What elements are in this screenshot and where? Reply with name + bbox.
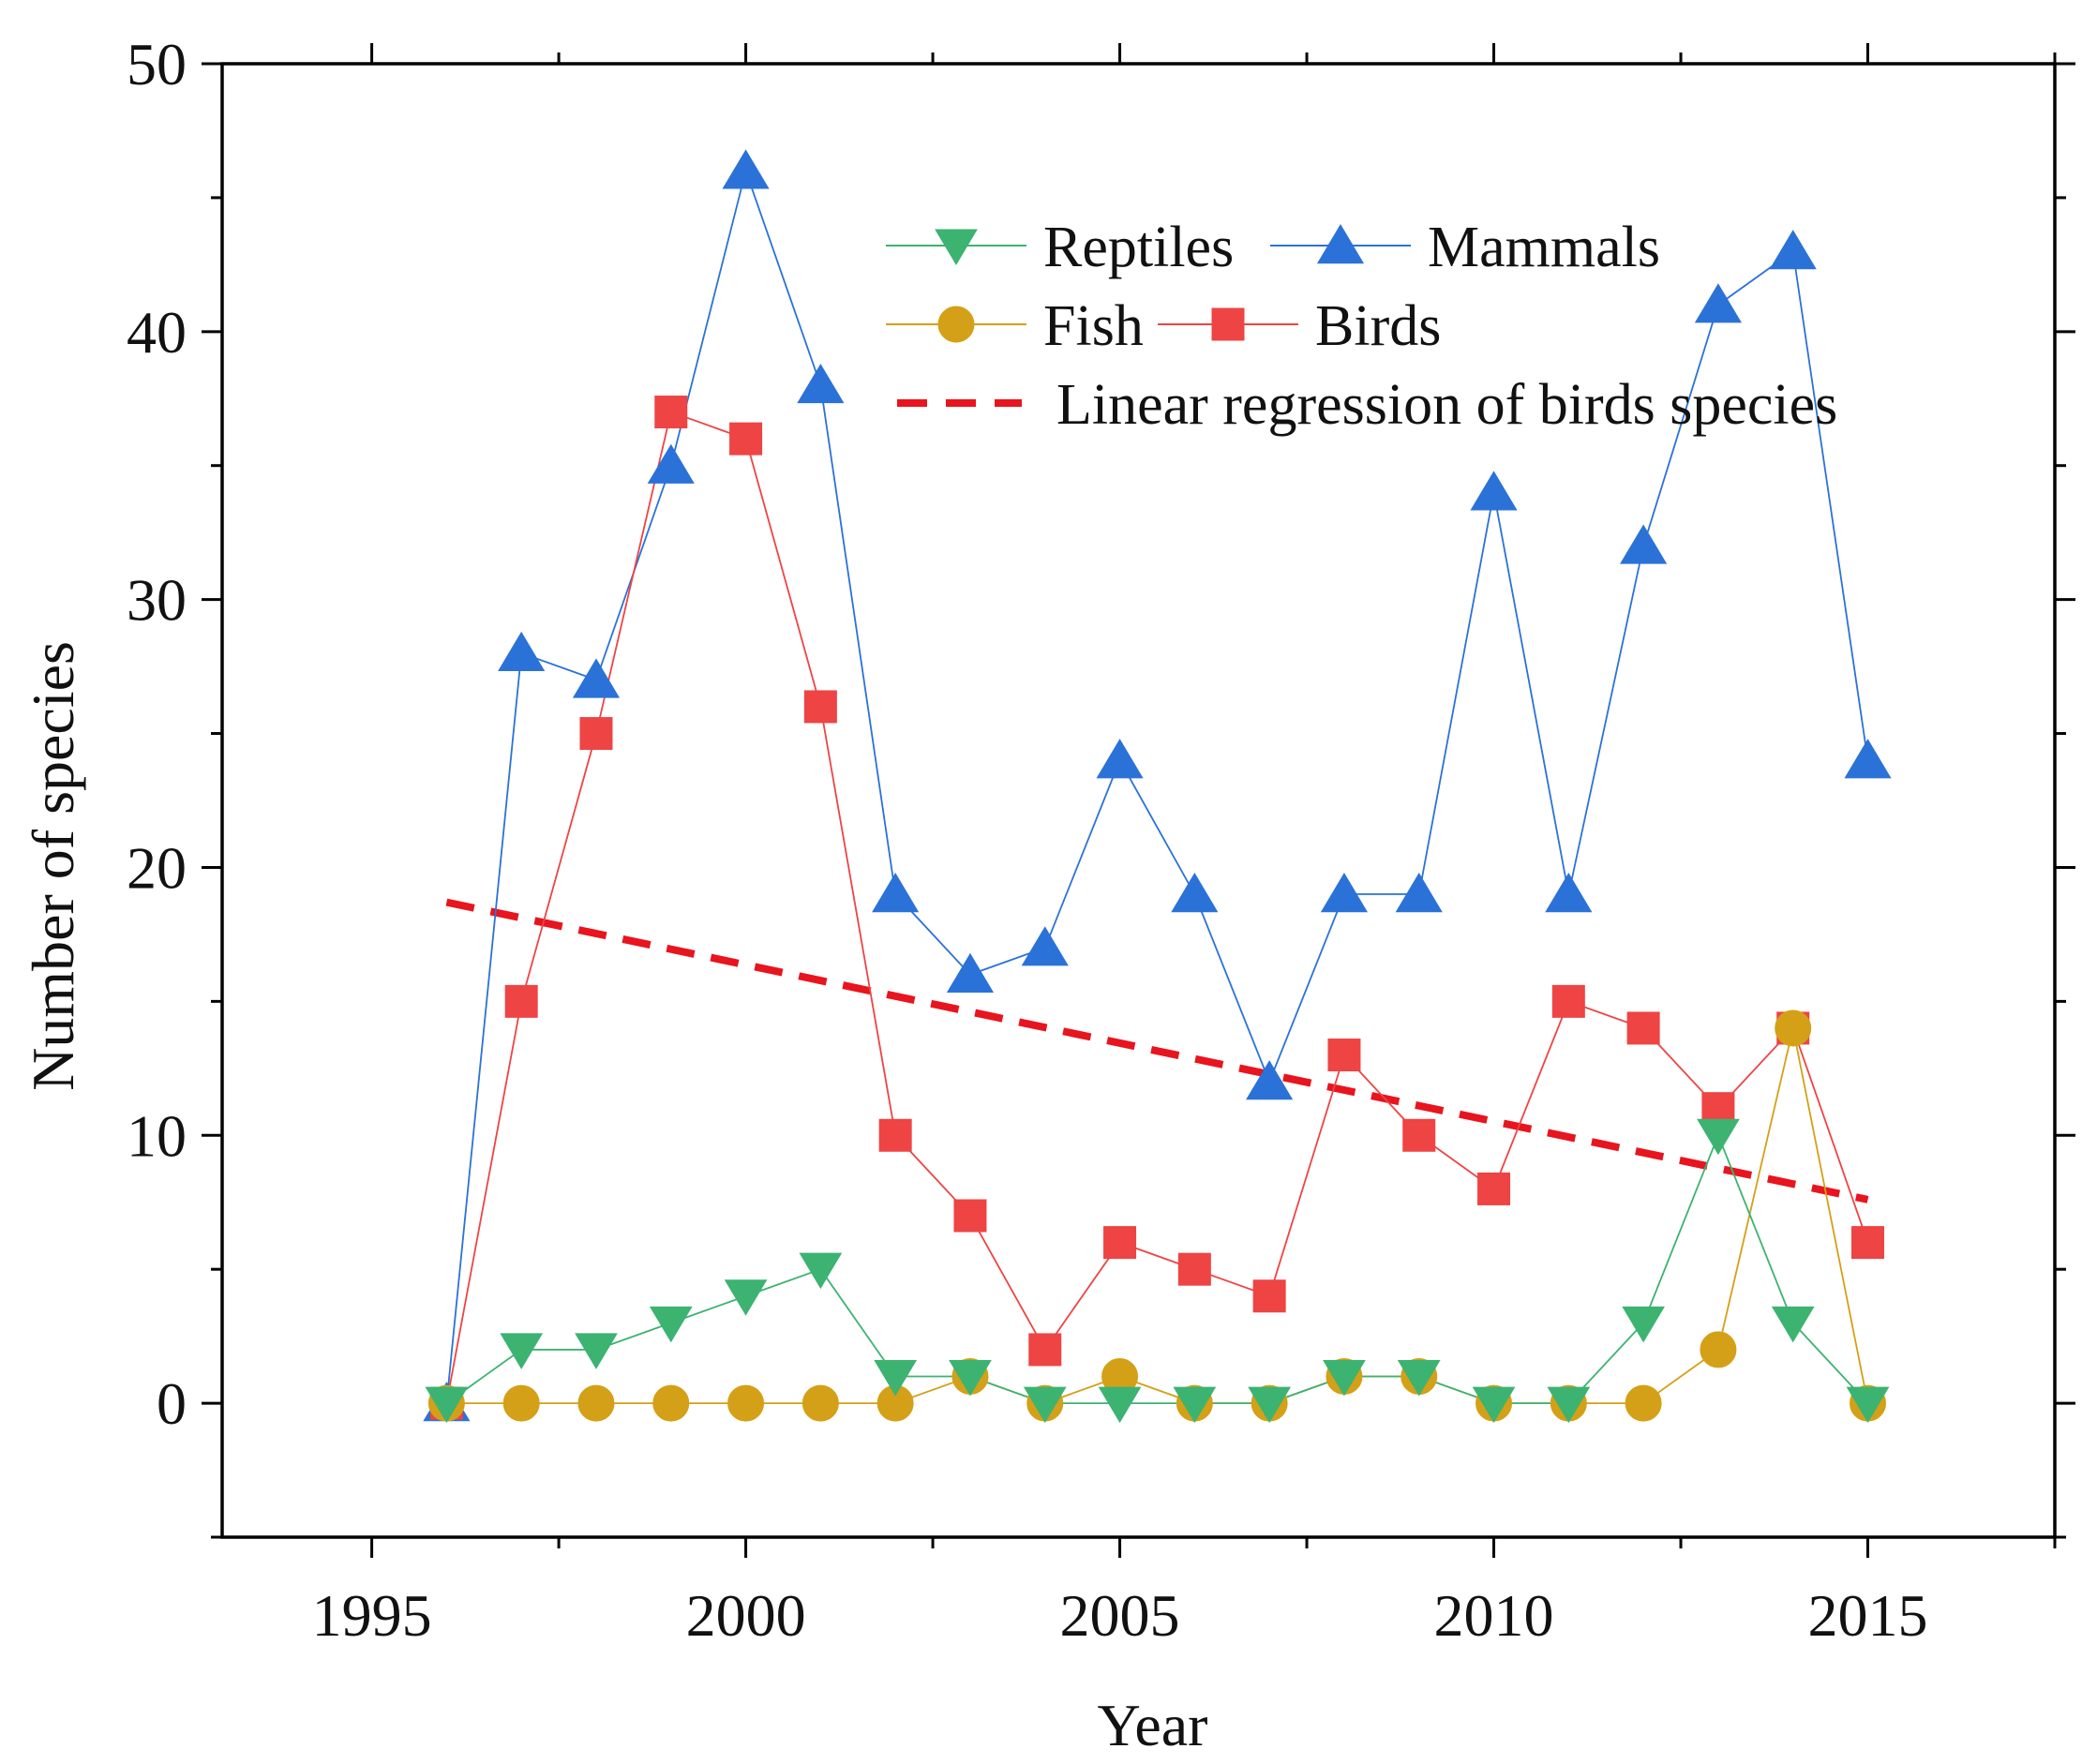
point-birds: [1103, 1226, 1137, 1260]
point-reptiles: [1397, 1360, 1441, 1397]
point-mammals: [1171, 873, 1219, 913]
point-mammals: [1844, 739, 1892, 779]
x-tick-label: 2010: [1434, 1582, 1554, 1649]
legend-layer: Reptiles Mammals Fish Birds Linear regressio…: [886, 216, 1837, 437]
point-mammals: [1395, 873, 1443, 913]
point-birds: [953, 1199, 987, 1233]
x-tick-label: 2000: [686, 1582, 806, 1649]
plot-frame: [220, 62, 2057, 1539]
point-reptiles: [1697, 1118, 1740, 1156]
y-tick-label: 20: [127, 834, 187, 901]
point-birds: [1402, 1118, 1436, 1152]
point-mammals: [1021, 926, 1069, 966]
regression-line: [445, 898, 1869, 1203]
point-birds: [1551, 984, 1585, 1018]
legend-label-fish: Fish: [1043, 294, 1144, 358]
point-reptiles: [799, 1252, 843, 1290]
point-birds: [1477, 1172, 1511, 1205]
point-mammals: [1620, 524, 1668, 564]
point-mammals: [1545, 873, 1593, 913]
y-tick-label: 50: [127, 31, 187, 97]
point-mammals: [797, 364, 845, 404]
point-mammals: [946, 952, 995, 993]
point-mammals: [498, 631, 546, 671]
point-reptiles: [1248, 1386, 1292, 1424]
y-tick-label: 10: [127, 1102, 187, 1169]
series-line-fish: [446, 1027, 1869, 1405]
legend-marker-mammals: [1316, 224, 1365, 264]
point-reptiles: [949, 1360, 992, 1397]
point-mammals: [1470, 471, 1518, 511]
point-mammals: [872, 873, 920, 913]
point-reptiles: [1472, 1386, 1516, 1424]
x-tick-label: 2015: [1808, 1582, 1928, 1649]
point-fish: [1700, 1331, 1737, 1368]
point-birds: [878, 1118, 912, 1152]
point-fish: [801, 1384, 839, 1422]
point-fish: [1775, 1009, 1812, 1047]
point-birds: [1028, 1333, 1062, 1367]
legend-label-reptiles: Reptiles: [1043, 216, 1234, 279]
point-mammals: [1246, 1060, 1294, 1100]
point-mammals: [647, 443, 695, 484]
point-reptiles: [575, 1333, 618, 1369]
point-mammals: [722, 149, 770, 189]
point-reptiles: [500, 1333, 544, 1369]
point-mammals: [1769, 230, 1817, 270]
point-birds: [1327, 1039, 1361, 1072]
x-tick-label: 1995: [312, 1582, 432, 1649]
point-reptiles: [724, 1279, 768, 1316]
legend-marker-fish: [937, 306, 975, 343]
point-birds: [1252, 1279, 1286, 1313]
point-reptiles: [1771, 1306, 1815, 1343]
point-mammals: [572, 658, 621, 698]
point-birds: [1177, 1252, 1211, 1286]
point-birds: [1851, 1226, 1885, 1260]
point-fish: [577, 1384, 615, 1422]
point-fish: [502, 1384, 540, 1422]
point-birds: [729, 422, 763, 456]
point-birds: [579, 717, 613, 751]
point-reptiles: [1547, 1386, 1591, 1424]
legend-label-birds: Birds: [1315, 294, 1441, 358]
point-fish: [1625, 1384, 1662, 1422]
y-tick-label: 30: [127, 567, 187, 634]
point-fish: [652, 1384, 690, 1422]
series-line-reptiles: [445, 1132, 1869, 1404]
point-mammals: [1694, 283, 1742, 323]
y-tick-label: 0: [157, 1370, 187, 1437]
point-reptiles: [1622, 1306, 1666, 1343]
series-layer: [423, 149, 1892, 1424]
x-axis-title: Year: [1098, 1692, 1208, 1758]
point-birds: [803, 690, 837, 724]
legend-marker-reptiles: [935, 229, 978, 265]
legend-marker-birds: [1211, 307, 1245, 341]
point-mammals: [1096, 739, 1144, 779]
point-mammals: [1320, 873, 1369, 913]
point-reptiles: [1846, 1386, 1890, 1424]
point-reptiles: [425, 1386, 469, 1424]
point-reptiles: [1098, 1386, 1142, 1424]
legend-label-regression: Linear regression of birds species: [1056, 373, 1837, 437]
point-reptiles: [649, 1306, 693, 1343]
axes-layer: 1995 2000 2005 2010 2015 0 10 20 30 40 50 Year Numbe…: [20, 31, 2075, 1758]
point-birds: [654, 396, 688, 429]
series-line-mammals: [445, 168, 1869, 1404]
legend-label-mammals: Mammals: [1428, 216, 1660, 279]
point-reptiles: [1173, 1386, 1217, 1424]
point-birds: [1626, 1011, 1660, 1045]
point-birds: [504, 984, 538, 1018]
point-fish: [727, 1384, 765, 1422]
y-tick-label: 40: [127, 299, 187, 366]
point-reptiles: [874, 1360, 918, 1397]
x-tick-label: 2005: [1060, 1582, 1180, 1649]
point-reptiles: [1323, 1360, 1366, 1397]
point-reptiles: [1023, 1386, 1067, 1424]
y-axis-title: Number of species: [20, 641, 86, 1091]
